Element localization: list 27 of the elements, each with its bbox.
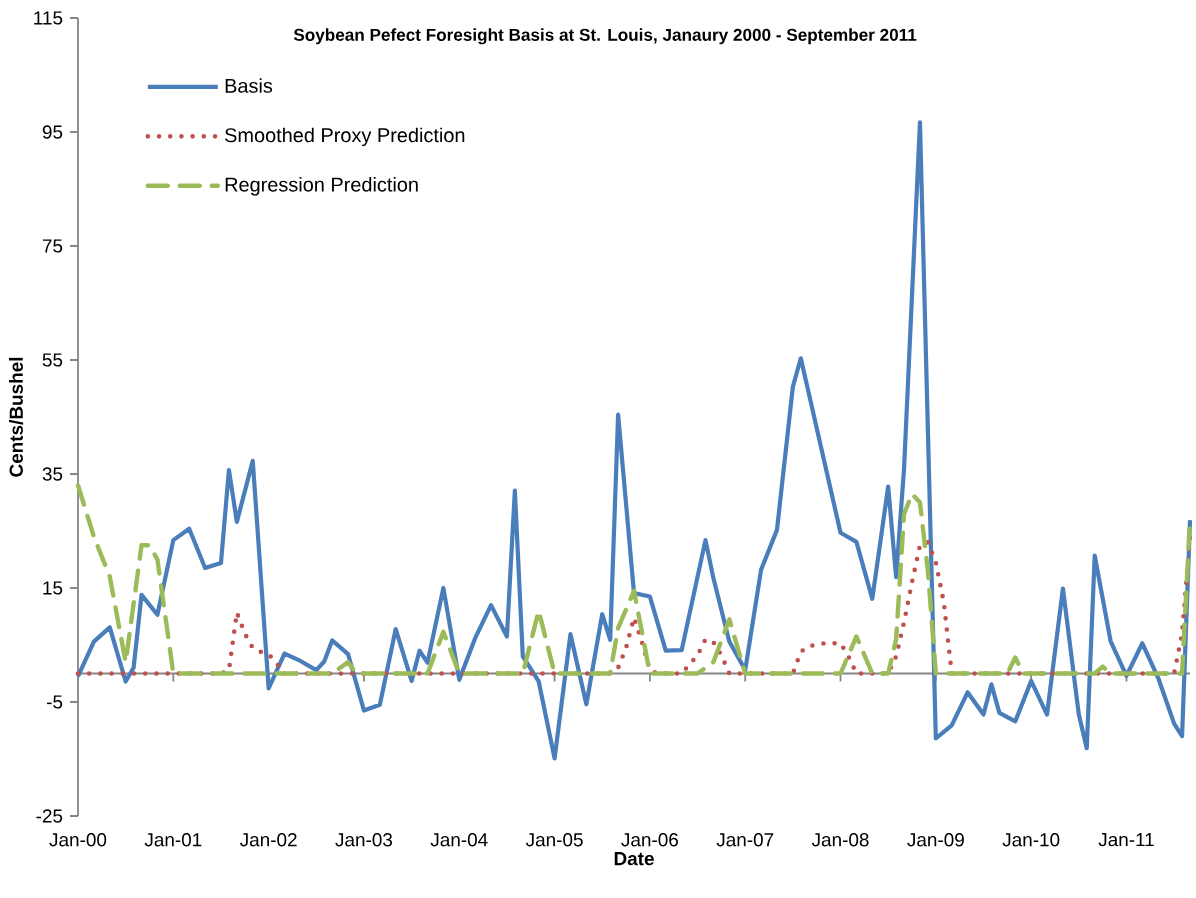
legend-label: Basis — [225, 78, 273, 93]
x-tick-label: Jan-01 — [144, 833, 202, 847]
x-tick-label: Jan-10 — [1002, 833, 1060, 847]
y-tick-label: 75 — [42, 239, 63, 253]
x-tick-label: Jan-07 — [716, 833, 774, 847]
y-tick-label: 35 — [42, 467, 63, 481]
x-tick-label: Jan-11 — [1098, 833, 1154, 847]
y-tick-label: 115 — [34, 11, 63, 25]
y-tick-label: 55 — [42, 353, 63, 367]
y-tick-label: -25 — [36, 809, 63, 823]
y-tick-label: 15 — [43, 581, 63, 595]
x-tick-label: Jan-02 — [239, 833, 297, 847]
x-tick-label: Jan-09 — [907, 833, 964, 847]
x-tick-label: Jan-03 — [335, 833, 393, 847]
y-tick-label: -5 — [47, 695, 63, 709]
x-tick-label: Jan-00 — [49, 833, 107, 847]
x-tick-label: Jan-05 — [525, 833, 583, 847]
x-axis-title: Date — [614, 852, 654, 866]
line-series — [75, 120, 1193, 761]
legend-label: Smoothed Proxy Prediction — [225, 127, 465, 147]
x-tick-label: Jan-08 — [811, 833, 869, 847]
x-tick-label: Jan-06 — [621, 833, 678, 847]
y-axis-title: Cents/Bushel — [9, 357, 24, 477]
x-tick-label: Jan-04 — [430, 833, 488, 847]
text: Soybean Pefect Foresight Basis at St. Louis, Janaury 2000 - September 2011 — [293, 28, 917, 45]
legend-label: Regression Prediction — [225, 177, 418, 196]
y-tick-label: 95 — [42, 125, 63, 139]
